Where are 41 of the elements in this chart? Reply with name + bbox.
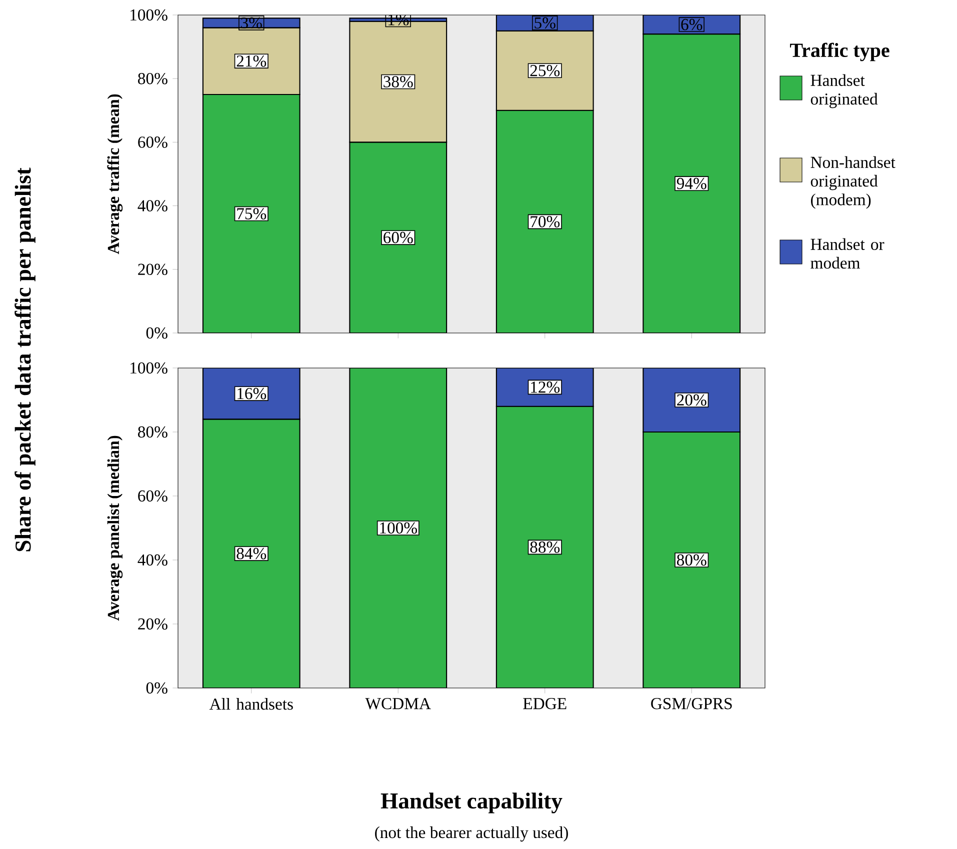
y-axis-title: Average traffic (mean) [107, 94, 123, 254]
data-label: 16% [238, 388, 266, 400]
legend-label: Handset originated [810, 74, 878, 108]
y-tick-label: 20% [138, 618, 168, 630]
legend-title: Traffic type [790, 42, 890, 62]
data-label: 25% [530, 64, 560, 76]
data-label: 5% [534, 17, 556, 29]
data-label: 94% [676, 178, 706, 190]
data-label: 20% [677, 394, 706, 406]
x-axis-title: Handset capability [380, 792, 562, 814]
data-label: 100% [380, 522, 418, 534]
y-tick-label: 100% [130, 362, 168, 374]
x-tick-label: EDGE [523, 698, 566, 710]
text: Share of packet data traffic per panelist [14, 168, 36, 552]
y-tick-label: 40% [138, 554, 168, 566]
data-label: 12% [531, 382, 560, 393]
legend-label: Non-handset originated (modem) [810, 156, 896, 209]
data-label: 38% [384, 76, 413, 88]
data-label: 80% [676, 554, 706, 566]
data-label: 6% [681, 18, 702, 30]
data-label: 70% [530, 216, 560, 228]
y-tick-label: 60% [138, 136, 168, 148]
y-tick-label: 80% [138, 72, 168, 84]
y-tick-label: 20% [138, 264, 168, 276]
data-label: 75% [237, 208, 266, 220]
y-tick-label: 80% [138, 426, 168, 438]
x-tick-label: All handsets [209, 698, 293, 710]
x-tick-label: WCDMA [365, 698, 431, 710]
text: (not the bearer actually used) [375, 826, 568, 842]
y-tick-label: 40% [138, 200, 168, 212]
data-label: 88% [530, 542, 560, 553]
y-tick-label: 0% [146, 327, 168, 339]
y-tick-label: 0% [146, 682, 168, 694]
x-tick-label: GSM/GPRS [651, 698, 732, 710]
data-label: 21% [236, 55, 266, 67]
data-label: 60% [384, 232, 413, 244]
data-label: 84% [236, 548, 266, 560]
y-tick-label: 100% [130, 9, 168, 21]
legend-label: Handset or modem [810, 238, 884, 269]
y-axis-title: Average panelist (median) [107, 436, 123, 621]
y-tick-label: 60% [138, 490, 168, 502]
